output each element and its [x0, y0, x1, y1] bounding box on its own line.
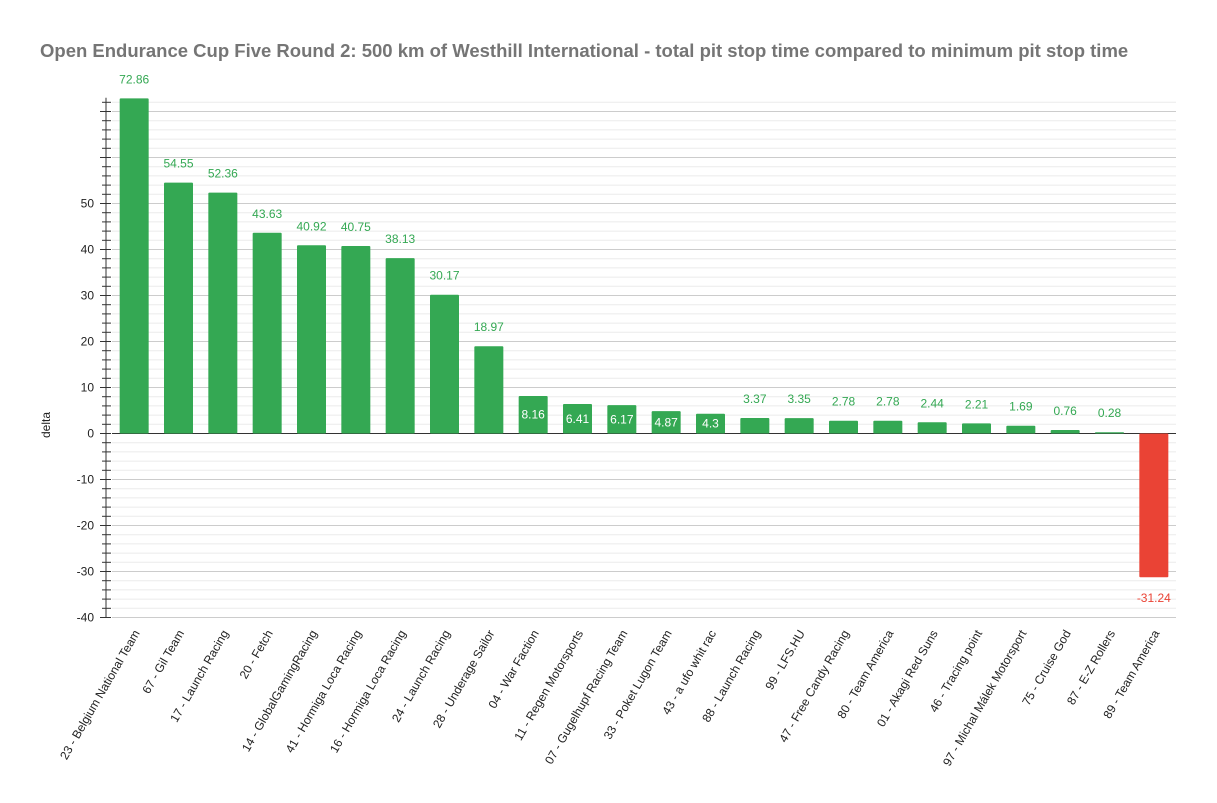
bar	[784, 418, 814, 434]
x-category-label: 67 - Gil Team	[139, 627, 187, 696]
data-label: 1.69	[1009, 400, 1033, 414]
bar	[740, 417, 770, 434]
bar	[297, 245, 326, 434]
y-tick-label: 40	[81, 243, 95, 257]
data-label: 6.41	[566, 412, 590, 426]
bar	[341, 246, 371, 434]
x-category-label: 99 - LFS.HU	[762, 628, 807, 693]
y-tick-label: 0	[87, 427, 94, 441]
data-label: 0.76	[1053, 404, 1077, 418]
bar	[1006, 425, 1036, 434]
data-label: 3.35	[787, 392, 811, 406]
bars	[119, 98, 1169, 578]
y-tick-label: -40	[77, 611, 95, 625]
data-label: 30.17	[429, 269, 459, 283]
bar	[1095, 432, 1124, 434]
x-category-label: 07 - Gugelhupf Racing Team	[542, 628, 630, 767]
y-tick-label: -30	[77, 565, 95, 579]
chart-title: Open Endurance Cup Five Round 2: 500 km …	[40, 40, 1129, 61]
data-label: 4.3	[702, 417, 719, 431]
bar	[917, 422, 947, 434]
data-label: 0.28	[1098, 406, 1122, 420]
y-tick-label: 20	[81, 335, 95, 349]
bar	[119, 98, 149, 434]
data-label: 6.17	[610, 412, 634, 426]
y-tick-label: 30	[81, 289, 95, 303]
y-tick-label: -20	[77, 519, 95, 533]
data-label: 40.92	[296, 219, 326, 233]
bar	[474, 346, 504, 434]
data-label: 2.78	[832, 395, 856, 409]
gridlines	[112, 101, 1176, 618]
bar	[563, 404, 592, 434]
y-axis-label: delta	[39, 412, 53, 438]
y-axis: -40 -30 -20 -10 0 10 20 30 40 50	[77, 97, 111, 625]
bar	[1050, 430, 1080, 434]
bar	[518, 395, 548, 434]
bar	[1139, 433, 1169, 578]
data-labels: 72.86 54.55 52.36 43.63 40.92 40.75 38.13 30.17…	[119, 72, 1171, 605]
data-label: 52.36	[208, 167, 238, 181]
bar	[962, 423, 991, 434]
bar	[385, 258, 415, 434]
bar	[873, 420, 903, 434]
data-label: 8.16	[521, 408, 545, 422]
bar	[607, 405, 637, 434]
bar	[829, 420, 858, 434]
y-tick-label: 50	[81, 197, 95, 211]
data-label: 4.87	[654, 415, 678, 429]
x-category-label: 16 - Hormiga Loca Racing	[327, 628, 409, 756]
data-label: 40.75	[341, 220, 371, 234]
x-category-label: 20 - Fetch	[237, 628, 276, 682]
y-tick-label: 10	[81, 381, 95, 395]
bar	[696, 413, 725, 434]
data-label: 2.44	[920, 396, 944, 410]
data-label: -31.24	[1137, 591, 1171, 605]
data-label: 3.37	[743, 392, 767, 406]
bar	[651, 411, 681, 434]
data-label: 2.21	[965, 397, 989, 411]
data-label: 38.13	[385, 232, 415, 246]
x-category-label: 87 - E-Z Rollers	[1064, 628, 1118, 708]
x-category-label: 14 - GlobalGamingRacing	[239, 628, 320, 755]
x-category-label: 23 - Belgium National Team	[57, 627, 143, 761]
bar	[252, 232, 282, 434]
x-category-label: 41 - Hormiga Loca Racing	[283, 628, 365, 756]
bar	[208, 192, 238, 434]
data-label: 54.55	[163, 157, 193, 171]
data-label: 72.86	[119, 72, 149, 86]
bar	[430, 294, 459, 434]
x-category-label: 97 - Michal Málek Motorsport	[940, 627, 1030, 769]
data-label: 18.97	[474, 320, 504, 334]
bar	[164, 182, 193, 434]
data-label: 43.63	[252, 207, 282, 221]
data-label: 2.78	[876, 395, 900, 409]
y-tick-label: -10	[77, 473, 95, 487]
